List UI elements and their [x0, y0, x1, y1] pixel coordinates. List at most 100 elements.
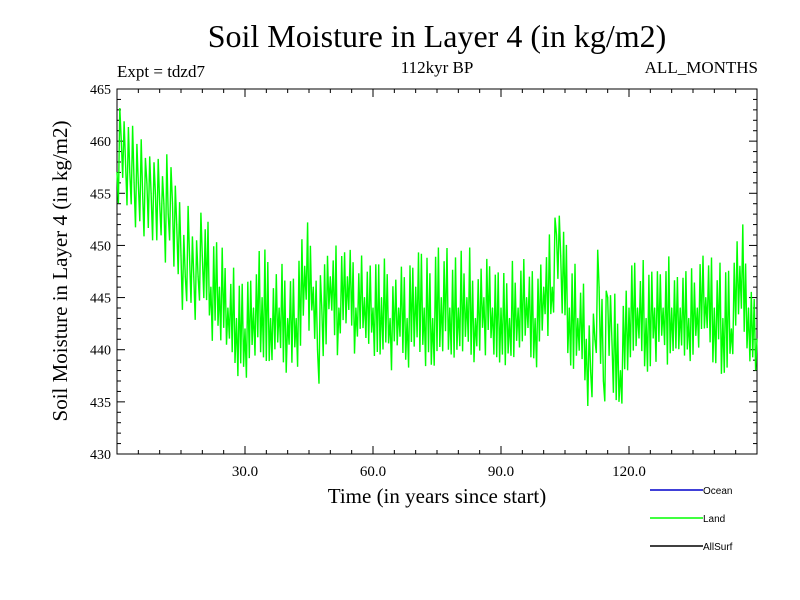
data-point: [590, 369, 592, 372]
y-tick-label: 460: [90, 135, 111, 150]
data-point: [261, 296, 263, 299]
x-tick-label: 60.0: [360, 464, 386, 480]
data-point: [526, 296, 528, 299]
data-point: [197, 276, 199, 278]
data-point: [543, 286, 545, 288]
data-point: [201, 255, 203, 257]
data-point: [611, 338, 613, 340]
data-point: [560, 255, 562, 257]
data-point: [449, 307, 451, 309]
data-point: [722, 317, 724, 320]
axis-ticks: 430 435 440 445 450 455 460 465 30.0 60.0 90.0 120.…: [90, 83, 757, 480]
data-point: [193, 276, 195, 278]
data-point: [398, 307, 400, 309]
data-point: [551, 286, 553, 288]
data-point: [372, 307, 374, 309]
data-point: [329, 276, 331, 278]
series-line-land: [116, 107, 758, 407]
data-point: [210, 286, 212, 288]
data-point: [124, 161, 127, 163]
data-point: [227, 307, 229, 309]
data-point: [500, 307, 502, 309]
data-point: [235, 317, 238, 320]
y-tick-label: 435: [90, 396, 111, 411]
data-point: [146, 182, 148, 184]
data-point: [594, 338, 596, 340]
data-point: [163, 203, 165, 205]
data-point: [474, 317, 476, 320]
data-point: [671, 307, 673, 309]
data-point: [321, 307, 323, 309]
data-point: [636, 307, 639, 309]
y-tick-label: 440: [90, 344, 111, 359]
legend: Ocean Land AllSurf: [650, 486, 733, 553]
data-point: [619, 369, 622, 372]
data-point: [180, 255, 182, 257]
data-point: [278, 307, 280, 309]
data-point: [607, 296, 609, 299]
series-layer: [116, 107, 758, 407]
data-point: [154, 192, 156, 194]
y-axis-label: Soil Moisture in Layer 4 (in kg/m2): [48, 121, 72, 422]
y-tick-label: 450: [90, 239, 111, 254]
data-point: [188, 255, 191, 257]
data-point: [316, 349, 319, 351]
y-tick-label: 455: [90, 187, 111, 202]
data-point: [363, 296, 366, 299]
x-tick-label: 120.0: [612, 464, 646, 480]
data-point: [730, 328, 733, 330]
period-label: 112kyr BP: [401, 58, 474, 77]
data-point: [602, 380, 605, 382]
chart-title: Soil Moisture in Layer 4 (in kg/m2): [208, 18, 667, 54]
data-point: [415, 286, 417, 288]
data-point: [705, 296, 707, 299]
data-point: [129, 171, 131, 174]
data-point: [577, 317, 579, 320]
data-point: [457, 307, 459, 309]
data-point: [389, 317, 391, 320]
data-point: [508, 317, 511, 320]
data-point: [142, 192, 144, 194]
data-point: [440, 296, 442, 299]
data-point: [133, 182, 135, 184]
data-point: [287, 317, 289, 320]
data-point: [713, 307, 715, 309]
data-point: [628, 307, 630, 309]
data-point: [555, 234, 558, 236]
data-point: [654, 307, 656, 309]
data-point: [116, 171, 118, 174]
data-point: [432, 317, 434, 320]
data-point: [218, 286, 220, 288]
data-point: [304, 265, 306, 267]
data-point: [167, 213, 169, 215]
data-point: [466, 296, 468, 299]
data-point: [423, 307, 425, 309]
y-tick-label: 445: [90, 292, 111, 307]
data-point: [406, 317, 408, 320]
data-point: [568, 307, 570, 309]
x-tick-label: 90.0: [488, 464, 514, 480]
data-point: [679, 307, 681, 309]
data-point: [662, 307, 664, 309]
data-point: [739, 265, 741, 267]
experiment-label: Expt = tdzd7: [117, 62, 205, 81]
data-point: [252, 307, 255, 309]
data-point: [756, 338, 758, 340]
x-axis-label: Time (in years since start): [328, 484, 547, 508]
legend-label-ocean: Ocean: [703, 486, 732, 497]
data-point: [517, 307, 519, 309]
data-point: [696, 307, 698, 309]
data-point: [244, 328, 246, 330]
data-point: [171, 203, 174, 205]
y-tick-label: 465: [90, 83, 111, 98]
data-point: [312, 286, 314, 288]
data-point: [159, 203, 161, 205]
data-point: [491, 307, 494, 309]
y-tick-label: 430: [90, 448, 111, 463]
x-tick-label: 30.0: [232, 464, 258, 480]
data-point: [380, 296, 383, 299]
legend-label-land: Land: [703, 514, 725, 525]
data-point: [184, 276, 186, 278]
data-point: [150, 192, 152, 194]
